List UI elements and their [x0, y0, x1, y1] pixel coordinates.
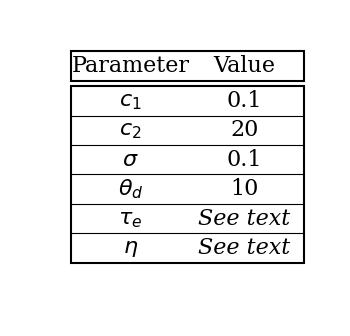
- Text: $\tau_e$: $\tau_e$: [118, 208, 143, 229]
- Text: 0.1: 0.1: [227, 90, 262, 112]
- Text: Value: Value: [214, 55, 275, 77]
- Text: $c_2$: $c_2$: [119, 119, 142, 141]
- Text: $\theta_d$: $\theta_d$: [118, 177, 143, 201]
- Text: 0.1: 0.1: [227, 149, 262, 171]
- Text: See text: See text: [198, 208, 290, 229]
- Text: $c_1$: $c_1$: [119, 90, 142, 112]
- Text: See text: See text: [198, 237, 290, 259]
- Text: $\sigma$: $\sigma$: [122, 149, 139, 171]
- Text: 20: 20: [230, 119, 259, 141]
- Text: $\eta$: $\eta$: [123, 237, 138, 259]
- Text: 10: 10: [230, 178, 259, 200]
- Text: Parameter: Parameter: [71, 55, 190, 77]
